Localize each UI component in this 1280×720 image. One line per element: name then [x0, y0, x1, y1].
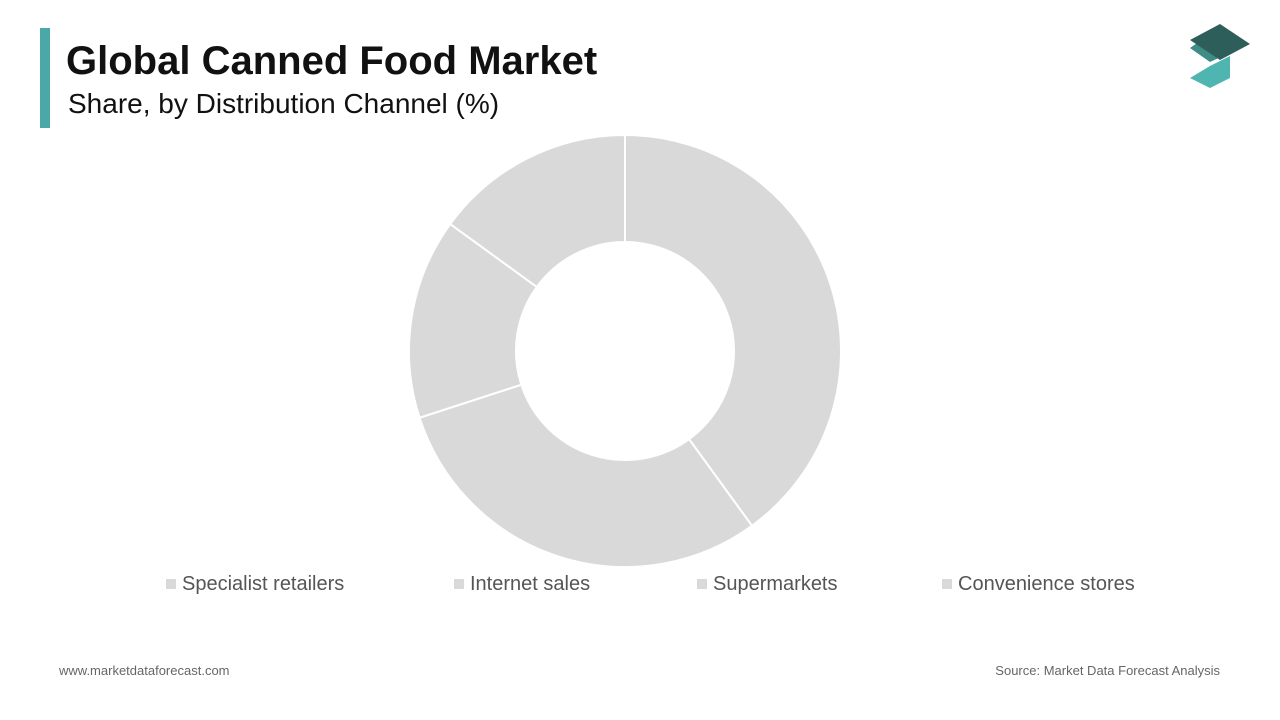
legend-swatch	[166, 579, 176, 589]
legend-label: Convenience stores	[958, 573, 1135, 595]
legend-swatch	[697, 579, 707, 589]
title-accent	[40, 28, 50, 128]
legend-swatch	[454, 579, 464, 589]
chart-title: Global Canned Food Market	[66, 39, 597, 83]
legend-swatch	[942, 579, 952, 589]
website: www.marketdataforecast.com	[58, 663, 230, 678]
legend-label: Supermarkets	[713, 573, 838, 595]
logo	[1190, 24, 1250, 88]
source: Source: Market Data Forecast Analysis	[995, 663, 1220, 678]
chart-subtitle: Share, by Distribution Channel (%)	[68, 88, 499, 119]
legend-label: Internet sales	[470, 573, 590, 595]
donut-slice	[408, 222, 539, 420]
donut-slice	[418, 383, 754, 568]
donut-slice	[448, 133, 626, 289]
donut-slice	[624, 133, 842, 528]
legend-label: Specialist retailers	[182, 573, 344, 595]
